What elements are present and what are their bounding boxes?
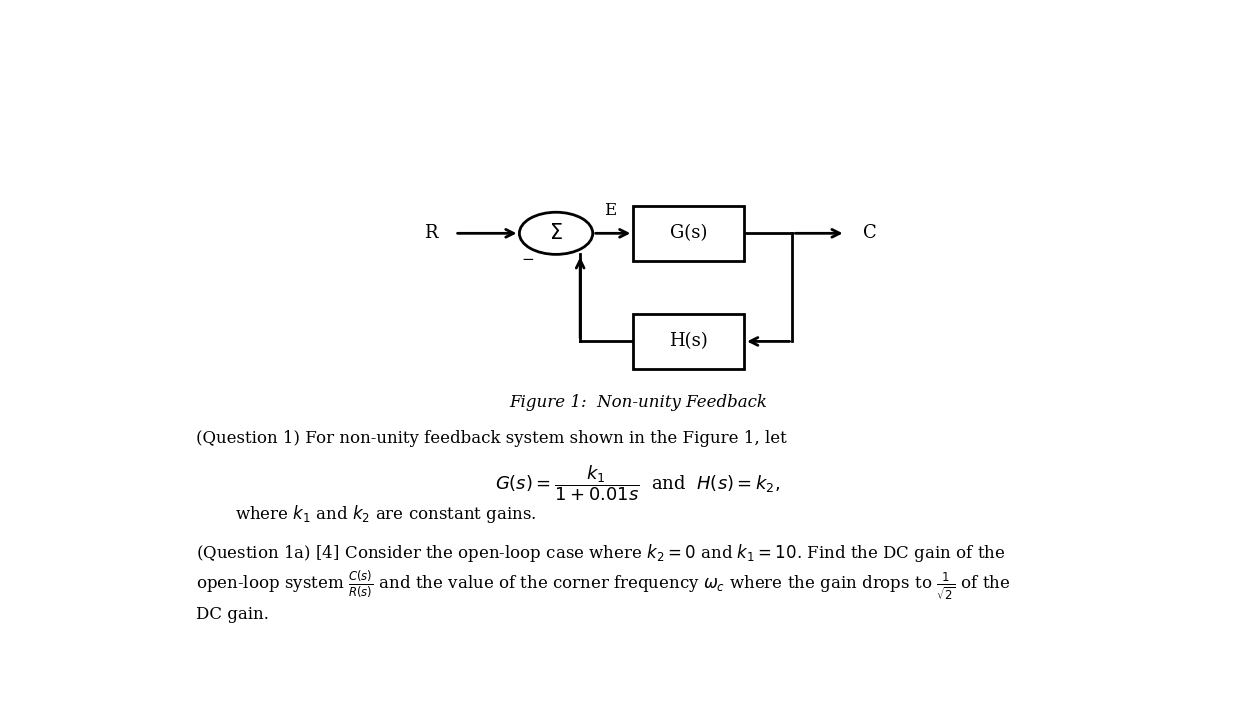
Text: R: R bbox=[423, 225, 437, 243]
Text: Figure 1:  Non-unity Feedback: Figure 1: Non-unity Feedback bbox=[509, 394, 767, 411]
Text: E: E bbox=[604, 202, 616, 220]
Bar bbox=[634, 206, 745, 261]
Bar bbox=[634, 314, 745, 369]
Text: G(s): G(s) bbox=[670, 225, 707, 243]
Text: $\Sigma$: $\Sigma$ bbox=[549, 223, 563, 243]
Text: C: C bbox=[863, 225, 876, 243]
Text: (Question 1) For non-unity feedback system shown in the Figure 1, let: (Question 1) For non-unity feedback syst… bbox=[197, 430, 787, 447]
Text: DC gain.: DC gain. bbox=[197, 606, 269, 623]
Text: $-$: $-$ bbox=[522, 250, 534, 265]
Text: (Question 1a) [4] Consider the open-loop case where $k_2 = 0$ and $k_1 = 10$. Fi: (Question 1a) [4] Consider the open-loop… bbox=[197, 542, 1006, 564]
Text: where $k_1$ and $k_2$ are constant gains.: where $k_1$ and $k_2$ are constant gains… bbox=[235, 503, 537, 526]
Text: open-loop system $\frac{C(s)}{R(s)}$ and the value of the corner frequency $\ome: open-loop system $\frac{C(s)}{R(s)}$ and… bbox=[197, 568, 1011, 603]
Text: $G(s) = \dfrac{k_1}{1 + 0.01s}$  and  $H(s) = k_2,$: $G(s) = \dfrac{k_1}{1 + 0.01s}$ and $H(s… bbox=[496, 463, 781, 503]
Text: H(s): H(s) bbox=[670, 333, 708, 351]
